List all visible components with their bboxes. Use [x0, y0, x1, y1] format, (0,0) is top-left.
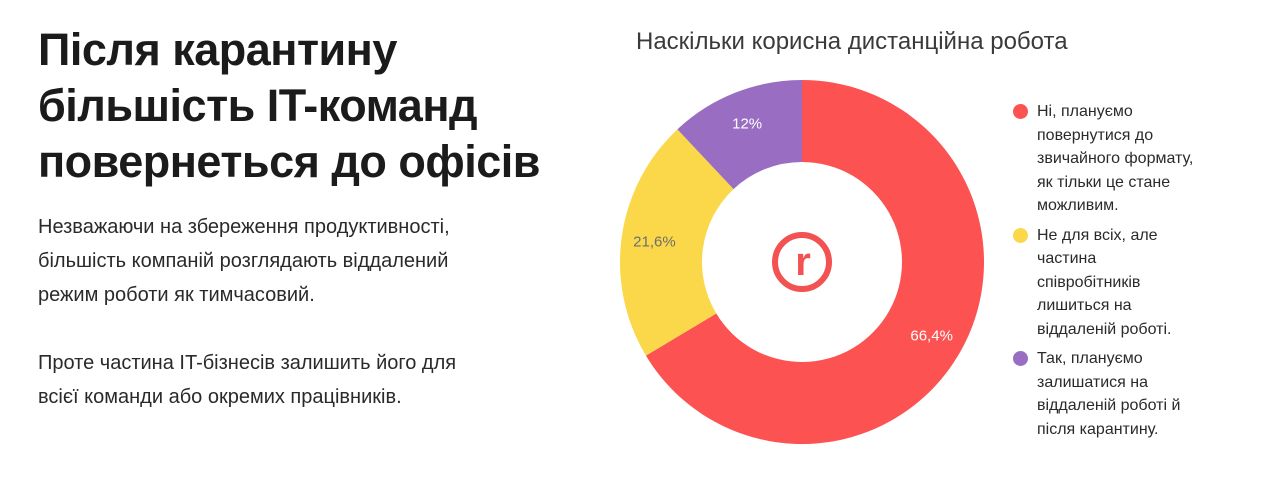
data-label: 12% — [732, 115, 762, 132]
legend-swatch — [1013, 104, 1028, 119]
legend: Ні, плануємо повернутися до звичайного ф… — [1013, 100, 1253, 447]
paragraph-1: Незважаючи на збереження продуктивності,… — [38, 216, 450, 306]
data-label: 21,6% — [633, 233, 676, 250]
legend-swatch — [1013, 227, 1028, 243]
donut-slice — [620, 129, 734, 356]
legend-label: Ні, плануємо повернутися до звичайного ф… — [1037, 103, 1194, 214]
paragraph-2: Проте частина IT-бізнесів залишить його … — [38, 352, 457, 408]
legend-item: Так, плануємо залишатися на віддаленій р… — [1013, 347, 1253, 441]
legend-item: Ні, плануємо повернутися до звичайного ф… — [1013, 100, 1253, 218]
legend-label: Так, плануємо залишатися на віддаленій р… — [1037, 350, 1181, 438]
donut-slice — [645, 79, 985, 444]
headline: Після карантину більшість IT-команд пове… — [38, 24, 540, 187]
legend-label: Не для всіх, але частина співробітників … — [1037, 226, 1172, 338]
donut-slice — [677, 80, 802, 190]
legend-swatch — [1013, 351, 1028, 366]
legend-item: Не для всіх, але частина співробітників … — [1013, 224, 1253, 342]
chart-title: Наскільки корисна дистанційна робота — [636, 28, 1068, 55]
data-label: 66,4% — [910, 327, 953, 344]
logo-icon: r — [772, 232, 832, 292]
svg-text:r: r — [795, 240, 811, 284]
